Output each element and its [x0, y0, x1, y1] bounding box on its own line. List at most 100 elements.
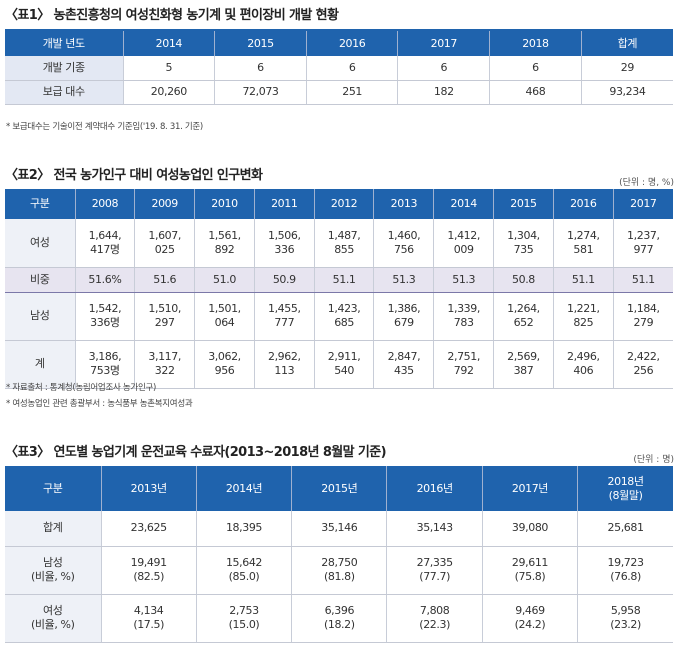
cell-line: 2,962,	[267, 350, 301, 363]
table-cell: 93,234	[580, 80, 673, 105]
cell-line: 417명	[90, 242, 120, 256]
cell-line: 6,396	[324, 604, 355, 617]
cell-line: (77.7)	[419, 570, 450, 583]
table-cell: 25,681	[577, 511, 673, 547]
table-row: 비중 51.6% 51.6 51.0 50.9 51.1 51.3 51.3 50.8 51.1 5…	[5, 266, 673, 293]
table-cell: 1,221, 825	[552, 292, 614, 341]
cell-line: 50.8	[512, 272, 535, 286]
table-cell: 1,274, 581	[552, 219, 614, 268]
table-cell: 468	[489, 80, 582, 105]
table-cell: 28,750 (81.8)	[291, 546, 387, 595]
cell-line: 2,751,	[447, 350, 480, 363]
table-row: 남성 (비율, %) 19,491 (82.5) 15,642 (85.0) 28,750(…	[5, 546, 673, 595]
table-cell: 5	[122, 56, 215, 81]
table3-header-cell: 구분	[5, 466, 101, 511]
table3-header-cell: 2014년	[195, 466, 292, 511]
cell-line: 956	[214, 364, 235, 377]
cell-line: (81.8)	[323, 570, 355, 583]
table-row: 여성 1,644, 417명 1,607, 025 1,561, 892 1,506, 336 1…	[5, 219, 673, 268]
table-cell: 2,911, 540	[313, 340, 374, 389]
table-cell: 1,561, 892	[194, 219, 255, 268]
table3-header-cell: 2013년	[100, 466, 197, 511]
table-cell: 27,335 (77.7)	[386, 546, 483, 595]
table-cell: 18,395	[195, 511, 292, 547]
table2-header-cell: 2015	[493, 189, 554, 219]
table-row: 보급 대수 20,260 72,073 251 182 468 93,234	[5, 80, 673, 105]
cell-line: 51.1	[332, 272, 356, 286]
cell-line: 19,491	[130, 556, 167, 569]
table-cell: 1,460, 756	[373, 219, 434, 268]
table-row: 남성 1,542, 336명 1,510, 297 1,501, 064 1,455, 777 1…	[5, 292, 673, 341]
cell-line: 19,723	[607, 556, 644, 569]
cell-line: 2,847,	[387, 350, 421, 363]
cell-line: 1,542,	[88, 302, 122, 315]
cell-line: 1,304,	[507, 228, 540, 242]
cell-line: 23,625	[130, 521, 167, 535]
row-label: 비중	[5, 266, 75, 293]
table-cell: 19,723 (76.8)	[577, 546, 673, 595]
cell-line: 51.3	[452, 272, 476, 286]
cell-line: 1,339,	[447, 302, 480, 315]
table-cell: 251	[305, 80, 398, 105]
table2-header-cell: 2013	[373, 189, 434, 219]
table1-header-cell: 합계	[580, 31, 673, 56]
table-cell: 1,412, 009	[433, 219, 494, 268]
cell-line: (24.2)	[514, 618, 546, 631]
cell-line: 여성	[43, 604, 63, 617]
cell-line: 777	[274, 316, 295, 329]
cell-line: 540	[334, 364, 354, 377]
table1-top-rule	[5, 29, 673, 31]
cell-line: 1,510,	[148, 302, 181, 315]
cell-line: (75.8)	[514, 570, 546, 583]
table3: 구분 2013년 2014년 2015년 2016년 2017년 2018년 (8월말) 합계…	[5, 466, 673, 643]
cell-line: (비율, %)	[31, 570, 75, 583]
row-label: 합계	[5, 511, 101, 547]
table-cell: 1,510, 297	[134, 292, 195, 341]
cell-line: 2,569,	[507, 350, 540, 363]
cell-line: 50.9	[272, 272, 296, 286]
table-cell: 6,396 (18.2)	[291, 594, 387, 643]
cell-line: 51.6%	[88, 272, 122, 286]
cell-line: 2,422,	[627, 350, 660, 363]
table-cell: 1,501, 064	[194, 292, 255, 341]
table-cell: 2,751, 792	[433, 340, 494, 389]
table-cell: 1,423, 685	[313, 292, 374, 341]
cell-line: 892	[214, 242, 235, 256]
row-label: 보급 대수	[5, 80, 123, 105]
cell-line: 113	[274, 364, 295, 377]
cell-line: 1,561,	[208, 228, 241, 242]
cell-line: 322	[154, 364, 175, 377]
cell-line: (76.8)	[610, 570, 641, 583]
table2-header-cell: 2009	[134, 189, 195, 219]
table-cell: 1,542, 336명	[74, 292, 135, 341]
table2-header-cell: 2008	[74, 189, 135, 219]
table-row: 계 3,186, 753명 3,117, 322 3,062, 956 2,962, 113 2,…	[5, 340, 673, 389]
table-cell: 50.9	[253, 266, 315, 293]
table-cell: 2,496, 406	[552, 340, 614, 389]
cell-line: 855	[334, 242, 354, 256]
cell-line: (82.5)	[133, 570, 164, 583]
table-cell: 2,753 (15.0)	[195, 594, 292, 643]
cell-line: 9,469	[515, 604, 545, 617]
table-cell: 23,625	[100, 511, 197, 547]
cell-line: (85.0)	[228, 570, 260, 583]
cell-line: 남성	[43, 556, 63, 569]
cell-line: 2,496,	[566, 350, 600, 363]
cell-line: 387	[513, 364, 534, 377]
table-cell: 51.6%	[74, 266, 135, 293]
table-cell: 29	[580, 56, 673, 81]
table-cell: 51.3	[433, 266, 494, 293]
table-cell: 7,808 (22.3)	[386, 594, 483, 643]
cell-line: (22.3)	[419, 618, 450, 631]
table-cell: 3,186, 753명	[74, 340, 135, 389]
table-cell: 2,569, 387	[493, 340, 554, 389]
cell-line: 2,911,	[327, 350, 361, 363]
table-cell: 1,184, 279	[612, 292, 673, 341]
table3-header-cell: 2015년	[291, 466, 387, 511]
cell-line: 51.6	[153, 272, 177, 286]
table2-unit: (단위 : 명, %)	[619, 178, 674, 188]
cell-line: 2015년	[321, 481, 358, 495]
cell-line: 4,134	[133, 604, 164, 617]
row-label: 여성	[5, 219, 75, 268]
table-cell: 6	[397, 56, 490, 81]
